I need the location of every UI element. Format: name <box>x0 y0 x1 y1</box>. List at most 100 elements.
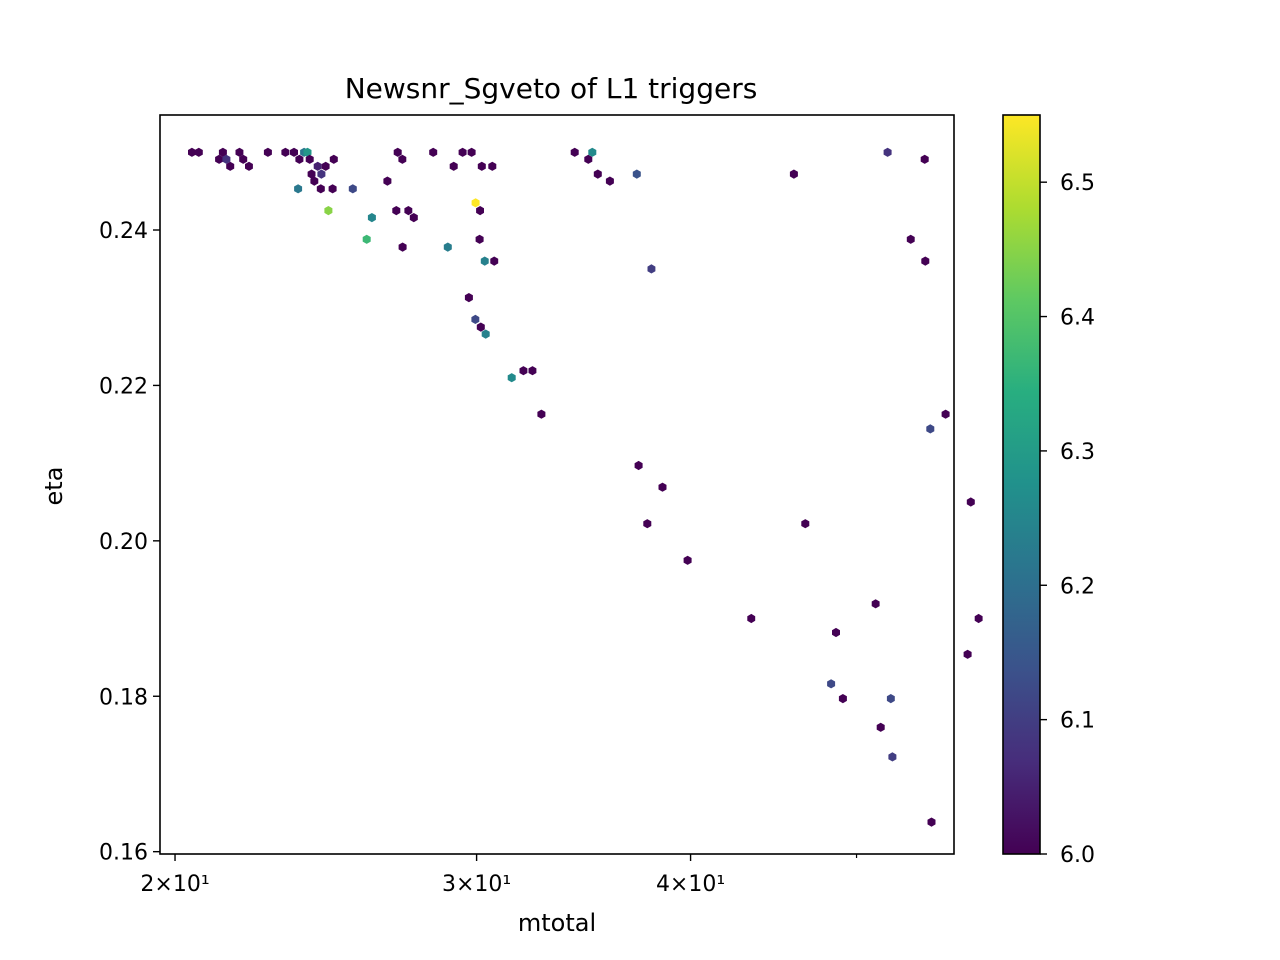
hexbin-cell <box>634 460 643 471</box>
hexbin-cell <box>921 256 930 266</box>
colorbar-tick-label: 6.5 <box>1060 171 1095 196</box>
hexbin-cell <box>458 147 467 157</box>
y-tick-label: 0.22 <box>99 374 148 399</box>
colorbar: 6.0 6.1 6.2 6.3 6.4 6.5 <box>1002 114 1095 868</box>
hexbin-cell <box>832 627 840 638</box>
hexbin-cell <box>245 161 253 171</box>
hexbin-cell <box>393 147 402 157</box>
hexbin-cell <box>443 242 452 252</box>
hexbin-cell <box>303 147 312 157</box>
hexbin-cell <box>392 206 401 216</box>
hexbin-cell <box>398 154 407 164</box>
hexbin-cell <box>927 817 936 827</box>
hexbin-cell <box>920 154 929 164</box>
hexbin-cell <box>239 154 248 164</box>
hexbin-cell <box>449 161 458 171</box>
x-tick-label: 2×10¹ <box>140 872 209 897</box>
plot-frame <box>159 114 955 855</box>
hexbin-cell <box>588 147 597 157</box>
chart-title: Newsnr_Sgveto of L1 triggers <box>345 72 758 105</box>
hexbin-cell <box>888 752 897 762</box>
hexbin-cell <box>471 198 480 208</box>
hexbin-cell <box>801 519 810 529</box>
hexbin-cell <box>481 329 490 339</box>
hexbin-cell <box>215 154 224 164</box>
hexbin-cell <box>281 147 290 157</box>
hexbin-cell <box>926 424 935 434</box>
hexbin-cell <box>367 213 376 223</box>
hexbin-cell <box>974 613 983 624</box>
hexbin-cell <box>747 613 756 624</box>
hexbin-cell <box>348 184 357 194</box>
hexbin-cell <box>475 234 484 244</box>
hexbin-cell <box>963 649 972 659</box>
x-tick-label: 3×10¹ <box>442 872 511 897</box>
plot-area <box>188 147 983 827</box>
hexbin-cell <box>476 322 485 332</box>
colorbar-tick-label: 6.0 <box>1060 843 1095 868</box>
hexbin-cell <box>329 154 338 164</box>
hexbin-cell <box>307 169 316 179</box>
hexbin-cell <box>476 206 484 216</box>
hexbin-cell <box>886 694 895 704</box>
x-axis-label: mtotal <box>518 909 596 937</box>
hexbin-cell <box>605 176 614 186</box>
colorbar-ticks: 6.0 6.1 6.2 6.3 6.4 6.5 <box>1040 171 1095 868</box>
hexbin-cell <box>398 242 407 252</box>
hexbin-cell <box>324 206 333 216</box>
hexbin-cell <box>295 154 304 164</box>
hexbin-cell <box>827 679 836 689</box>
hexbin-cell <box>941 409 950 419</box>
hexbin-cell <box>647 264 656 274</box>
hexbin-cell <box>883 147 892 157</box>
hexbin-cell <box>305 154 314 164</box>
hexbin-cell <box>194 147 203 157</box>
colorbar-tick-label: 6.3 <box>1060 440 1095 465</box>
hexbin-cell <box>528 366 537 376</box>
x-axis: 2×10¹ 3×10¹ 4×10¹ <box>140 854 858 897</box>
hexbin-cell <box>188 147 196 157</box>
hexbin-cell <box>321 161 330 171</box>
hexbin-cell <box>328 184 337 194</box>
hexbin-cell <box>838 694 847 704</box>
hexbin-cell <box>658 482 667 492</box>
hexbin-cell <box>876 722 885 732</box>
y-tick-label: 0.24 <box>99 219 148 244</box>
hexbin-cell <box>294 184 303 194</box>
hexbin-cell <box>480 256 489 266</box>
hexbin-cell <box>404 206 413 216</box>
hexbin-cell <box>632 169 641 179</box>
colorbar-tick-label: 6.1 <box>1060 709 1095 734</box>
colorbar-frame <box>1002 114 1041 855</box>
hexbin-cell <box>310 176 319 186</box>
hexbin-cell <box>317 169 326 179</box>
hexbin-cell <box>313 161 322 171</box>
hexbin-cell <box>464 293 473 303</box>
hexbin-cell <box>218 147 227 157</box>
hexbin-cell <box>537 409 546 419</box>
y-axis: 0.16 0.18 0.20 0.22 0.24 <box>99 219 160 866</box>
hexbin-cell <box>584 154 593 164</box>
y-axis-label: eta <box>40 467 68 506</box>
hexbin-cell <box>290 147 298 157</box>
hexbin-cell <box>519 366 528 376</box>
hexbin-cell <box>643 519 652 529</box>
y-tick-label: 0.16 <box>99 841 148 866</box>
hexbin-cell <box>316 184 325 194</box>
hexbin-cell <box>966 497 975 507</box>
hexbin-cell <box>383 176 392 186</box>
y-tick-label: 0.18 <box>99 685 148 710</box>
hexbin-cell <box>477 161 486 171</box>
hexbin-cell <box>263 147 272 157</box>
hexbin-cell <box>871 599 880 609</box>
hexbin-cell <box>490 256 499 266</box>
hexbin-cell <box>507 373 516 383</box>
hexbin-cell <box>235 147 244 157</box>
hexbin-cell <box>467 147 476 157</box>
hexbin-cell <box>226 161 235 171</box>
hexbin-cell <box>570 147 579 157</box>
colorbar-tick-label: 6.2 <box>1060 574 1095 599</box>
hexbin-cell <box>222 154 231 164</box>
hexbin-cell <box>789 169 798 179</box>
